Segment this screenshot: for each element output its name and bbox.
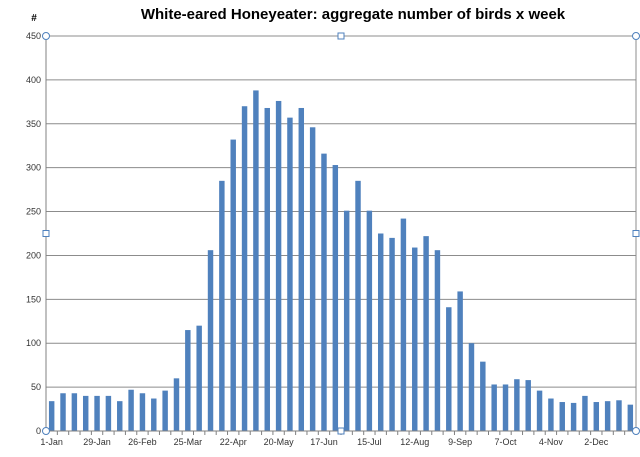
x-tick-label: 20-May [264,437,295,447]
bar [525,380,531,431]
selection-handles[interactable] [42,32,640,435]
bar [514,379,520,431]
edge-resize-handle[interactable] [337,32,345,40]
bar [604,401,611,431]
x-tick-label: 26-Feb [128,437,157,447]
bar [207,250,214,431]
x-tick-label: 29-Jan [83,437,111,447]
y-tick-label: 150 [26,294,41,304]
bar [117,401,123,431]
corner-resize-handle[interactable] [42,427,50,435]
bar [593,402,600,431]
bar [616,400,622,431]
y-tick-label: 400 [26,75,41,85]
bar [185,330,191,431]
grid-layer [46,35,637,432]
edge-resize-handle[interactable] [632,230,640,237]
y-tick-label: 0 [36,426,41,436]
y-axis-label: # [31,13,37,24]
axis-layer: 0 50 100 150 200 250 300 350 400 450 1-Jan 29-Jan 26… [26,31,637,447]
bar [230,139,236,432]
bar [48,401,55,431]
bar [253,90,259,431]
bar [548,398,554,431]
bar [389,237,395,431]
bar [468,343,475,431]
bar [423,236,429,431]
bar [536,390,543,431]
bar [412,247,418,431]
corner-resize-handle[interactable] [632,427,640,435]
bar [139,393,146,431]
bar [241,106,248,431]
bar [321,153,327,431]
bar [173,378,180,431]
x-tick-label: 4-Nov [539,437,564,447]
bar [151,398,157,431]
bar [446,307,452,431]
corner-resize-handle[interactable] [632,32,640,40]
bar [480,361,486,431]
x-tick-label: 22-Apr [220,437,247,447]
y-tick-label: 50 [31,382,41,392]
bar [570,402,577,431]
bar [332,165,339,432]
bar [128,389,134,431]
y-tick-label: 250 [26,207,41,217]
bar [82,395,89,431]
bars-layer [48,90,634,432]
bar [298,107,305,431]
bar [219,180,225,431]
bar [105,395,112,431]
y-tick-label: 300 [26,163,41,173]
bar [275,100,282,431]
bar [355,180,361,431]
x-tick-label: 9-Sep [448,437,472,447]
bar [71,393,78,431]
bar [264,107,270,431]
bar [60,393,66,431]
bar [377,233,384,431]
bar [94,395,100,431]
bar [162,390,168,431]
edge-resize-handle[interactable] [337,427,345,435]
bar [366,210,373,431]
x-tick-label: 2-Dec [584,437,609,447]
bar [559,402,565,431]
x-tick-label: 15-Jul [357,437,382,447]
y-tick-label: 350 [26,119,41,129]
bar [309,127,316,432]
bar [491,384,497,431]
bar [343,210,350,431]
x-tick-label: 1-Jan [40,437,63,447]
bar [400,218,407,431]
bar [457,291,463,431]
corner-resize-handle[interactable] [42,32,50,40]
y-tick-label: 100 [26,338,41,348]
y-tick-label: 450 [26,31,41,41]
x-tick-label: 25-Mar [174,437,203,447]
bar [627,404,634,431]
bar [434,250,441,431]
bar [582,395,588,431]
x-tick-label: 7-Oct [495,437,518,447]
bar [287,117,293,431]
edge-resize-handle[interactable] [42,230,50,237]
y-tick-label: 200 [26,250,41,260]
bar [502,384,509,431]
bar [196,325,202,431]
x-tick-label: 17-Jun [310,437,338,447]
chart-title: White-eared Honeyeater: aggregate number… [141,6,566,23]
x-tick-label: 12-Aug [400,437,429,447]
